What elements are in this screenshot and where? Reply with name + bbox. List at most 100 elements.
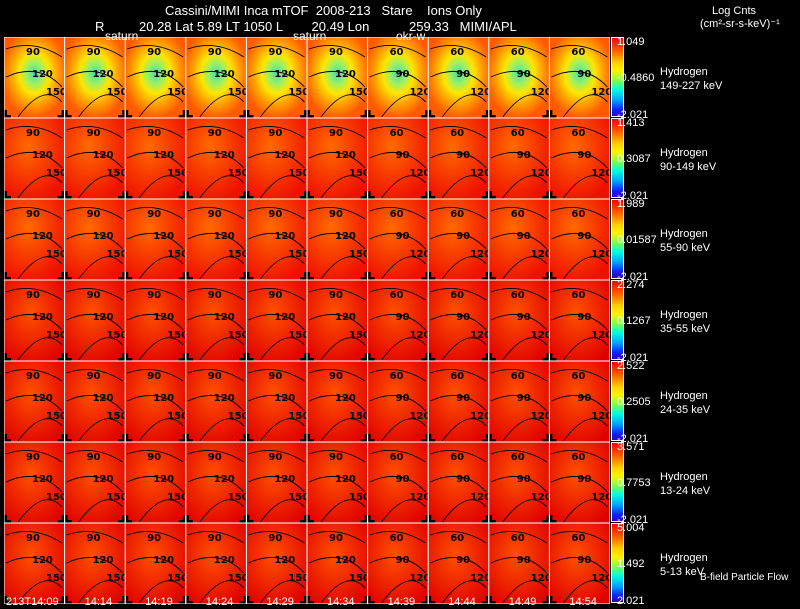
contour-label: 120	[153, 312, 174, 323]
contour-label: 90	[577, 474, 591, 485]
contour-label: 60	[450, 128, 464, 139]
contour-label: 90	[268, 128, 282, 139]
time-label: 14:54	[569, 596, 597, 608]
position-line: 20.28 Lat 5.89 LT 1050 L 20.49 Lon 259.3…	[139, 19, 517, 34]
contour-label: 90	[329, 209, 343, 220]
species-name: Hydrogen	[660, 309, 708, 321]
image-panel: 90 120 150	[238, 523, 309, 604]
contour-label: 150	[107, 573, 128, 584]
species-label: Hydrogen 13-24 keV	[660, 470, 710, 498]
contour-label: 90	[577, 69, 591, 80]
contour-label: 120	[32, 474, 53, 485]
image-panel: 90 120 150	[238, 280, 309, 369]
contour-label: 60	[390, 371, 404, 382]
overlay-annotation: okr-w	[396, 29, 426, 43]
species-name: Hydrogen	[660, 552, 708, 564]
contour-label: 150	[167, 492, 188, 503]
image-panel: 90 120 150	[4, 442, 67, 531]
contour-label: 90	[26, 290, 40, 301]
contour-label: 150	[349, 411, 370, 422]
colorbar-max-label: 1.989	[617, 198, 645, 210]
image-panel: 90 120 150	[299, 118, 370, 207]
colorbar	[611, 199, 624, 279]
energy-range: 24-35 keV	[660, 404, 711, 416]
contour-label: 90	[517, 555, 531, 566]
image-panel: 90 120 150	[56, 37, 128, 126]
contour-label: 120	[410, 168, 431, 179]
contour-label: 90	[147, 209, 161, 220]
image-panel: 90 120 150	[117, 442, 188, 531]
colorbar-max-label: 5.004	[617, 522, 645, 534]
contour-label: 150	[288, 330, 309, 341]
contour-label: 120	[214, 555, 235, 566]
contour-label: 90	[147, 371, 161, 382]
contour-label: 90	[329, 452, 343, 463]
overlay-annotation: saturn	[293, 29, 327, 43]
colorbar	[611, 118, 624, 198]
colorbar	[611, 442, 624, 522]
contour-label: 150	[228, 249, 249, 260]
contour-label: 150	[288, 573, 309, 584]
contour-label: 60	[571, 452, 585, 463]
colorbar-mid-label: -0.4860	[617, 72, 655, 84]
contour-label: 120	[335, 555, 356, 566]
contour-label: 90	[517, 69, 531, 80]
contour-label: 120	[32, 150, 53, 161]
contour-label: 90	[329, 47, 343, 58]
contour-label: 90	[396, 231, 410, 242]
energy-range: 5-13 keV	[660, 566, 705, 578]
species-name: Hydrogen	[660, 147, 708, 159]
contour-label: 60	[390, 47, 404, 58]
contour-label: 90	[147, 533, 161, 544]
contour-label: 90	[517, 231, 531, 242]
contour-label: 90	[577, 150, 591, 161]
image-panel: 90 120 150	[177, 280, 249, 369]
contour-label: 90	[577, 312, 591, 323]
colorbar-min-label: 2.021	[617, 595, 645, 607]
image-panel: 90 120 150	[4, 361, 67, 450]
time-label: 213T14:09	[6, 596, 59, 608]
contour-label: 90	[517, 393, 531, 404]
contour-label: 90	[517, 474, 531, 485]
image-panel: 90 120 150	[299, 361, 370, 450]
contour-label: 120	[335, 150, 356, 161]
contour-label: 60	[390, 533, 404, 544]
image-panel: 90 120 150	[4, 199, 67, 288]
contour-label: 60	[511, 128, 525, 139]
contour-label: 150	[349, 87, 370, 98]
colorbar-min-label: -2.021	[617, 433, 649, 445]
contour-label: 90	[268, 452, 282, 463]
contour-label: 90	[577, 555, 591, 566]
image-panel: 90 120 150	[4, 523, 67, 604]
image-panel: 90 120 150	[299, 523, 370, 604]
contour-label: 90	[208, 209, 222, 220]
colorbar-max-label: 2.274	[617, 279, 645, 291]
colorbar-max-label: 1.413	[617, 117, 645, 129]
image-panel: 90 120 150	[177, 118, 249, 207]
units-title: Log Cnts	[712, 5, 757, 17]
contour-label: 120	[93, 555, 114, 566]
image-panel: 90 120 150	[177, 37, 249, 126]
contour-label: 90	[329, 533, 343, 544]
contour-label: 120	[153, 150, 174, 161]
contour-label: 150	[107, 249, 128, 260]
contour-label: 90	[26, 371, 40, 382]
contour-label: 120	[410, 87, 431, 98]
colorbar-mid-label: 0.3087	[617, 153, 651, 165]
contour-label: 150	[167, 87, 188, 98]
time-label: 14:44	[448, 596, 476, 608]
contour-label: 120	[93, 393, 114, 404]
contour-label: 150	[288, 87, 309, 98]
contour-label: 60	[511, 47, 525, 58]
contour-label: 60	[571, 371, 585, 382]
contour-label: 150	[167, 411, 188, 422]
contour-label: 120	[531, 492, 552, 503]
contour-label: 90	[329, 128, 343, 139]
image-panel: 90 120 150	[238, 199, 309, 288]
